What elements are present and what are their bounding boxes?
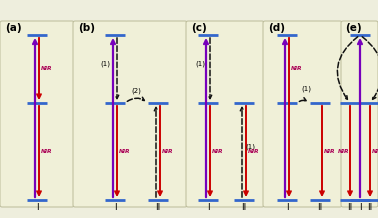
Text: I: I bbox=[36, 203, 38, 212]
Text: (1): (1) bbox=[100, 61, 110, 67]
Text: NIR: NIR bbox=[212, 149, 223, 154]
Text: NIR: NIR bbox=[41, 149, 53, 154]
Text: I: I bbox=[286, 203, 288, 212]
Text: NIR: NIR bbox=[162, 149, 174, 154]
FancyBboxPatch shape bbox=[186, 21, 264, 207]
Text: (1): (1) bbox=[195, 61, 205, 67]
Text: (d): (d) bbox=[268, 23, 285, 33]
Text: I: I bbox=[359, 203, 361, 212]
Text: II: II bbox=[318, 203, 323, 212]
Text: NIR: NIR bbox=[248, 149, 260, 154]
Text: II: II bbox=[367, 203, 373, 212]
Text: (b): (b) bbox=[78, 23, 95, 33]
Text: (c): (c) bbox=[191, 23, 207, 33]
Text: (e): (e) bbox=[345, 23, 362, 33]
Text: NIR: NIR bbox=[119, 149, 130, 154]
Text: II: II bbox=[155, 203, 161, 212]
Text: NIR: NIR bbox=[291, 66, 302, 72]
FancyBboxPatch shape bbox=[73, 21, 187, 207]
Text: II: II bbox=[347, 203, 353, 212]
FancyBboxPatch shape bbox=[0, 21, 74, 207]
Text: NIR: NIR bbox=[41, 66, 53, 72]
FancyBboxPatch shape bbox=[263, 21, 342, 207]
Text: (1): (1) bbox=[302, 86, 311, 92]
Text: I: I bbox=[114, 203, 116, 212]
Text: I: I bbox=[207, 203, 209, 212]
FancyBboxPatch shape bbox=[341, 21, 378, 207]
Text: II: II bbox=[242, 203, 246, 212]
Text: NIR: NIR bbox=[372, 149, 378, 154]
Text: (2): (2) bbox=[132, 88, 141, 94]
Text: (1): (1) bbox=[245, 143, 255, 150]
Text: NIR: NIR bbox=[338, 149, 350, 154]
Text: (a): (a) bbox=[5, 23, 22, 33]
Text: NIR: NIR bbox=[324, 149, 336, 154]
